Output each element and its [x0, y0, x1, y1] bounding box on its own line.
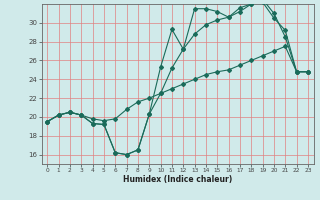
X-axis label: Humidex (Indice chaleur): Humidex (Indice chaleur) [123, 175, 232, 184]
